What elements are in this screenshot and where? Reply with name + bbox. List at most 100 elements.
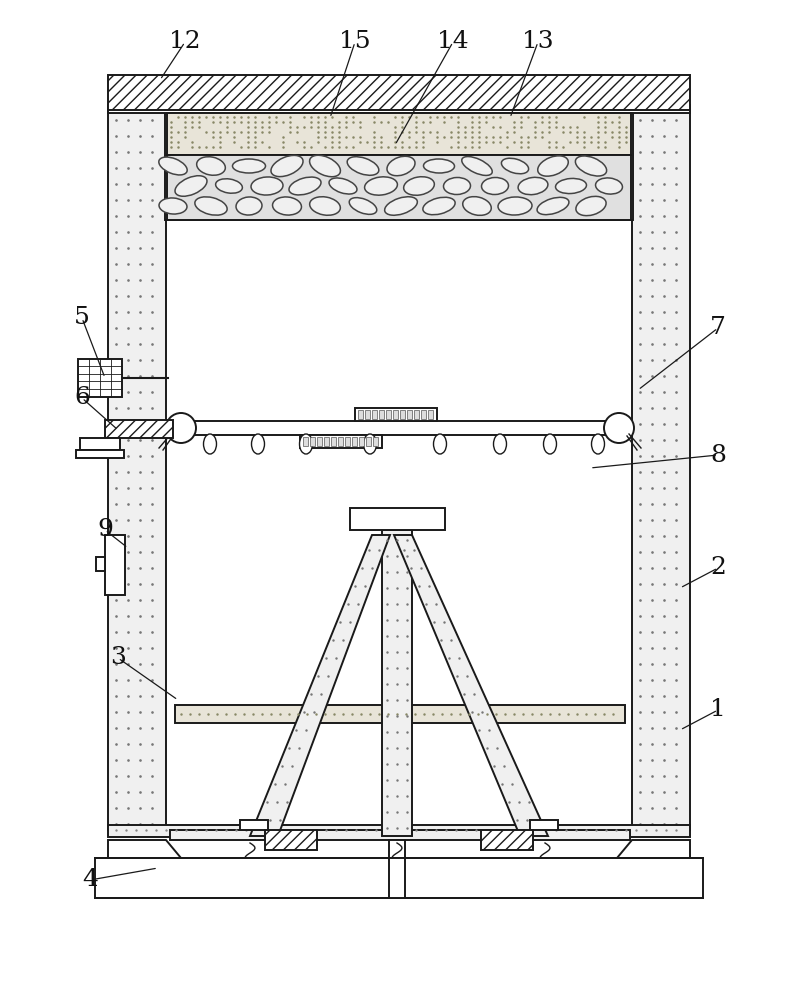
Ellipse shape bbox=[216, 179, 242, 193]
Bar bbox=[379, 410, 384, 419]
Ellipse shape bbox=[349, 198, 377, 214]
Ellipse shape bbox=[175, 176, 207, 196]
Ellipse shape bbox=[443, 177, 470, 195]
Text: 5: 5 bbox=[74, 306, 90, 330]
Bar bbox=[105, 535, 125, 595]
Ellipse shape bbox=[493, 434, 507, 454]
Bar bbox=[373, 437, 378, 446]
Ellipse shape bbox=[556, 178, 587, 194]
Ellipse shape bbox=[576, 196, 606, 216]
Bar bbox=[386, 410, 391, 419]
Ellipse shape bbox=[271, 155, 303, 177]
Bar bbox=[358, 410, 363, 419]
Bar bbox=[105, 420, 173, 438]
Bar bbox=[78, 359, 122, 397]
Ellipse shape bbox=[251, 177, 283, 195]
Ellipse shape bbox=[197, 157, 226, 175]
Bar bbox=[108, 75, 690, 110]
Bar bbox=[240, 820, 268, 830]
Bar bbox=[108, 825, 690, 837]
Bar bbox=[95, 858, 703, 898]
Ellipse shape bbox=[194, 197, 227, 215]
Ellipse shape bbox=[203, 434, 217, 454]
Bar bbox=[165, 110, 633, 220]
Bar bbox=[414, 410, 419, 419]
Ellipse shape bbox=[575, 156, 607, 176]
Polygon shape bbox=[108, 840, 181, 858]
Bar bbox=[407, 410, 412, 419]
Ellipse shape bbox=[364, 177, 398, 195]
Polygon shape bbox=[617, 840, 690, 858]
Text: 8: 8 bbox=[710, 444, 726, 466]
Text: 13: 13 bbox=[522, 30, 554, 53]
Bar bbox=[389, 858, 405, 898]
Bar bbox=[303, 437, 308, 446]
Ellipse shape bbox=[544, 434, 556, 454]
Bar bbox=[345, 437, 350, 446]
Bar bbox=[365, 410, 370, 419]
Bar bbox=[265, 830, 317, 850]
Bar bbox=[632, 110, 690, 830]
Bar bbox=[76, 450, 124, 458]
Bar bbox=[96, 557, 105, 571]
Bar bbox=[359, 437, 364, 446]
Ellipse shape bbox=[310, 197, 340, 215]
Ellipse shape bbox=[498, 197, 532, 215]
Bar bbox=[175, 705, 625, 723]
Ellipse shape bbox=[463, 197, 491, 215]
Ellipse shape bbox=[481, 177, 508, 195]
Bar bbox=[389, 840, 405, 858]
Ellipse shape bbox=[501, 158, 528, 174]
Bar bbox=[324, 437, 329, 446]
Bar bbox=[181, 421, 619, 435]
Ellipse shape bbox=[387, 156, 415, 176]
Ellipse shape bbox=[289, 177, 321, 195]
Text: 12: 12 bbox=[169, 30, 201, 53]
Ellipse shape bbox=[363, 434, 376, 454]
Ellipse shape bbox=[309, 155, 340, 177]
Text: 14: 14 bbox=[438, 30, 469, 53]
Text: 3: 3 bbox=[110, 647, 126, 670]
Bar bbox=[331, 437, 336, 446]
Text: 1: 1 bbox=[710, 698, 726, 722]
Ellipse shape bbox=[538, 156, 568, 176]
Bar bbox=[300, 435, 382, 448]
Polygon shape bbox=[250, 535, 390, 836]
Bar bbox=[108, 110, 166, 830]
Ellipse shape bbox=[159, 157, 187, 175]
Bar bbox=[428, 410, 433, 419]
Text: 9: 9 bbox=[97, 518, 113, 542]
Bar bbox=[355, 408, 437, 421]
Bar bbox=[421, 410, 426, 419]
Ellipse shape bbox=[236, 197, 262, 215]
Bar bbox=[350, 508, 445, 530]
Ellipse shape bbox=[385, 197, 418, 215]
Ellipse shape bbox=[591, 434, 604, 454]
Text: 2: 2 bbox=[710, 556, 726, 580]
Ellipse shape bbox=[518, 177, 548, 195]
Text: 15: 15 bbox=[340, 30, 371, 53]
Ellipse shape bbox=[159, 198, 187, 214]
Text: 7: 7 bbox=[710, 316, 726, 340]
Polygon shape bbox=[394, 535, 548, 836]
Ellipse shape bbox=[329, 178, 357, 194]
Circle shape bbox=[166, 413, 196, 443]
Text: 6: 6 bbox=[74, 386, 90, 410]
Ellipse shape bbox=[300, 434, 312, 454]
Bar bbox=[338, 437, 343, 446]
Ellipse shape bbox=[233, 159, 265, 173]
Bar bbox=[167, 155, 631, 220]
Bar bbox=[317, 437, 322, 446]
Ellipse shape bbox=[347, 157, 379, 175]
Ellipse shape bbox=[434, 434, 446, 454]
Bar bbox=[382, 530, 412, 836]
Ellipse shape bbox=[403, 177, 434, 195]
Bar bbox=[393, 410, 398, 419]
Bar bbox=[530, 820, 558, 830]
Bar bbox=[170, 830, 630, 840]
Bar bbox=[372, 410, 377, 419]
Text: 4: 4 bbox=[82, 868, 98, 892]
Bar bbox=[310, 437, 315, 446]
Bar bbox=[167, 113, 631, 155]
Bar bbox=[400, 410, 405, 419]
